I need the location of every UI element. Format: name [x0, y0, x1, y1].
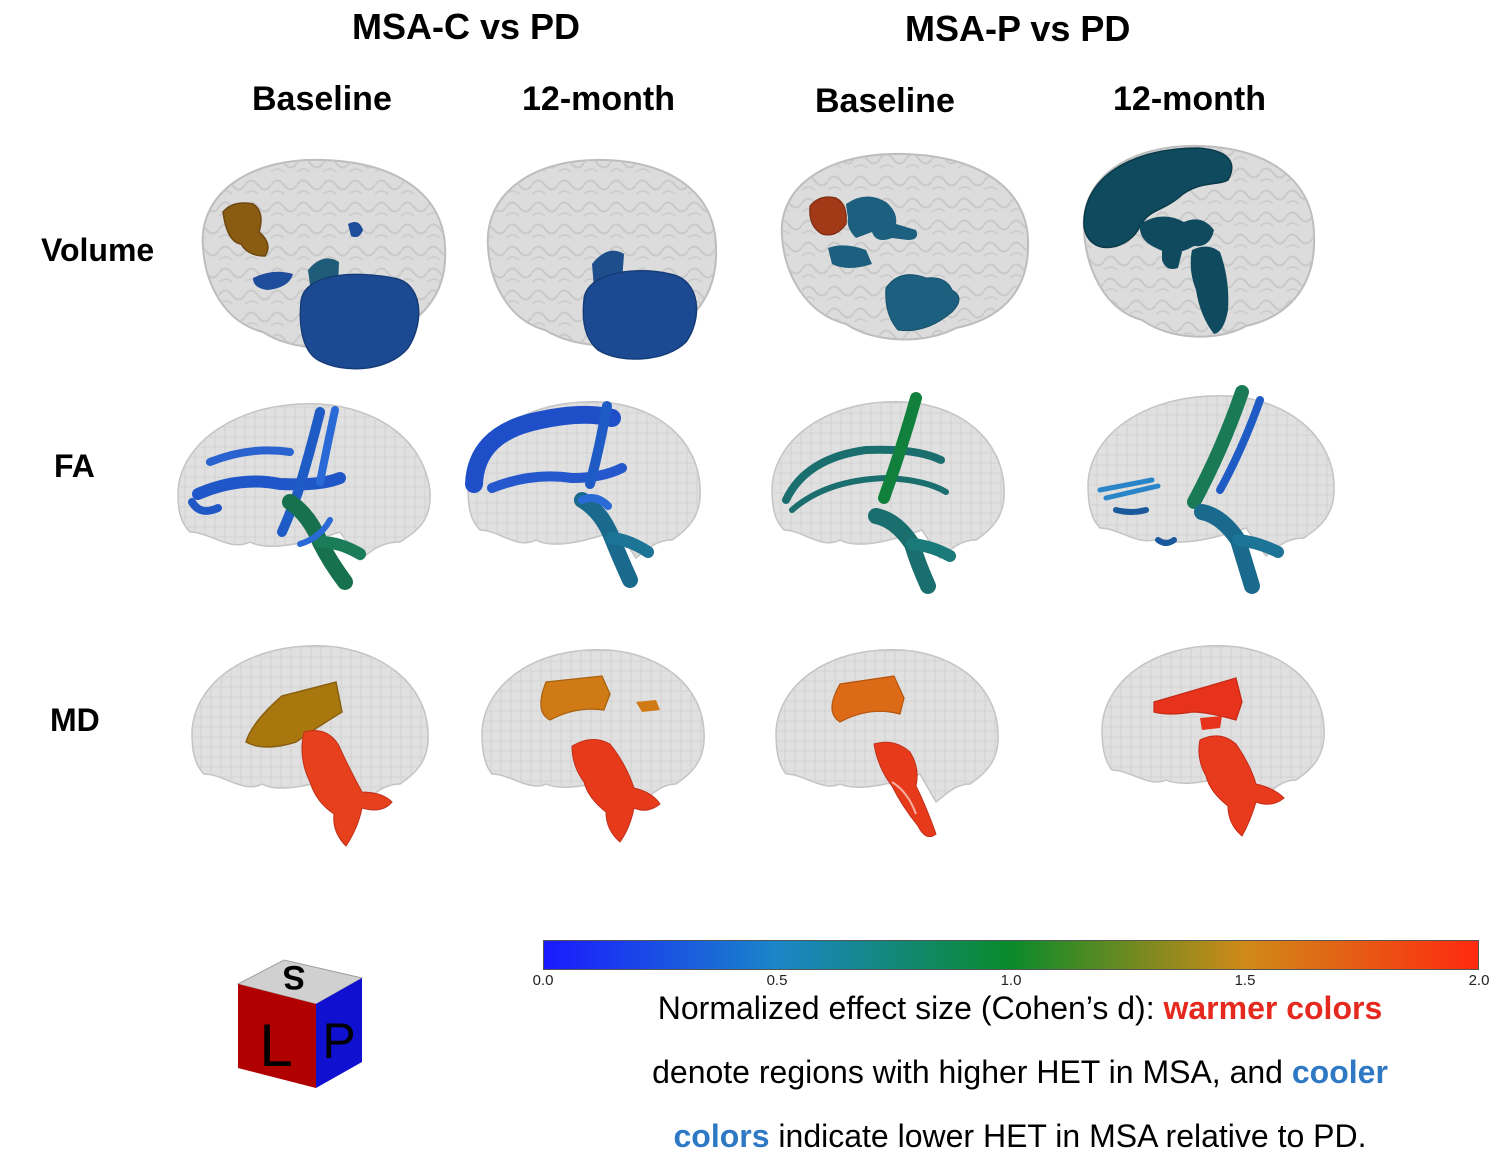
colorbar-tick-label: 0.5	[766, 972, 788, 989]
caption-text-1: Normalized effect size (Cohen’s d):	[657, 990, 1164, 1026]
cube-label-top: S	[283, 958, 306, 996]
caption-cooler: cooler	[1291, 1054, 1388, 1090]
caption-line-3: colors indicate lower HET in MSA relativ…	[560, 1104, 1480, 1168]
caption-colors: colors	[673, 1118, 770, 1154]
tract-render-md-msa-c-12month	[476, 636, 708, 848]
brain-render-volume-msa-p-baseline	[776, 148, 1034, 358]
caption-line-1: Normalized effect size (Cohen’s d): warm…	[560, 976, 1480, 1040]
orientation-cube: S L P	[236, 958, 364, 1088]
tract-render-md-msa-c-baseline	[186, 632, 434, 854]
colorbar	[543, 940, 1479, 970]
caption-text-2: denote regions with higher HET in MSA, a…	[652, 1054, 1292, 1090]
tract-render-fa-msa-p-baseline	[766, 388, 1010, 604]
cube-label-right: P	[322, 1013, 355, 1069]
brain-render-volume-msa-c-12month	[480, 152, 720, 362]
tract-render-md-msa-p-baseline	[770, 636, 1002, 848]
colorbar-tick-label: 1.0	[1000, 972, 1022, 989]
column-title-msa-p-12month: 12-month	[1113, 80, 1266, 118]
column-title-msa-p-baseline: Baseline	[815, 82, 955, 120]
colorbar-ticks: 0.0 0.5 1.0 1.5 2.0	[533, 972, 1490, 996]
colorbar-tick-label: 1.5	[1234, 972, 1256, 989]
tract-render-fa-msa-p-12month	[1082, 380, 1340, 604]
brain-render-volume-msa-p-12month	[1078, 140, 1318, 354]
colorbar-tick-label: 0.0	[532, 972, 554, 989]
group-title-msa-p: MSA-P vs PD	[905, 8, 1131, 49]
caption-line-2: denote regions with higher HET in MSA, a…	[560, 1040, 1480, 1104]
column-title-msa-c-12month: 12-month	[522, 80, 675, 118]
row-label-volume: Volume	[41, 232, 155, 268]
caption-text-3: indicate lower HET in MSA relative to PD…	[769, 1118, 1367, 1154]
row-label-fa: FA	[54, 448, 95, 484]
tract-render-fa-msa-c-baseline	[170, 392, 440, 604]
cube-label-left: L	[259, 1012, 292, 1079]
tract-render-fa-msa-c-12month	[462, 388, 706, 604]
brain-render-volume-msa-c-baseline	[193, 152, 453, 372]
tract-render-md-msa-p-12month	[1096, 632, 1328, 844]
column-title-msa-c-baseline: Baseline	[252, 80, 392, 118]
group-title-msa-c: MSA-C vs PD	[352, 6, 581, 47]
caption-warm-colors: warmer colors	[1163, 990, 1383, 1026]
colorbar-tick-label: 2.0	[1468, 972, 1490, 989]
colorbar-gradient	[543, 940, 1479, 970]
row-label-md: MD	[50, 702, 100, 738]
